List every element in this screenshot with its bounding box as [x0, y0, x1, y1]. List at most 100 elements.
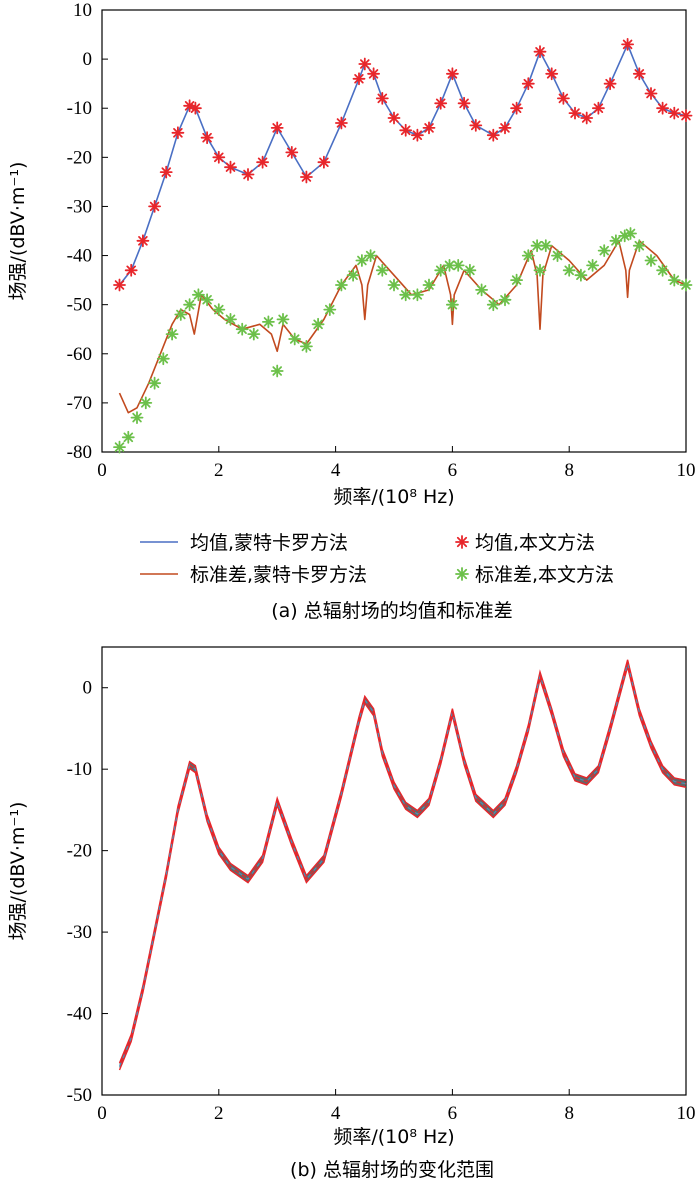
legend-label-mean-mc: 均值,蒙特卡罗方法 — [190, 532, 348, 554]
panel-b-ytick-label: -10 — [67, 759, 92, 780]
series-3-point — [498, 293, 512, 307]
series-1-point — [159, 165, 173, 179]
series-1-point — [317, 155, 331, 169]
panel-a-xtick-label: 10 — [677, 460, 696, 481]
series-3-point — [364, 249, 378, 263]
series-1-point — [580, 111, 594, 125]
series-3-point — [130, 411, 144, 425]
series-1-point — [148, 199, 162, 213]
series-3-point — [156, 352, 170, 366]
legend-label-mean-pm: 均值,本文方法 — [475, 532, 595, 554]
series-3-point — [597, 244, 611, 258]
panel-b-xtick-label: 2 — [214, 1103, 224, 1124]
series-3-point — [224, 312, 237, 326]
series-3-point — [288, 332, 302, 346]
series-1-point — [486, 128, 500, 142]
series-3-point — [539, 239, 553, 253]
series-3-point — [165, 327, 179, 341]
series-1-point — [136, 234, 150, 248]
panel-b-ylabel: 场强/(dBV·m⁻¹) — [7, 802, 29, 941]
series-3-point — [475, 283, 489, 297]
series-1-point — [469, 119, 483, 132]
series-3-point — [183, 298, 197, 312]
lower-envelope — [118, 666, 687, 1071]
series-1-point — [212, 150, 226, 164]
panel-b-xtick-label: 6 — [448, 1103, 458, 1124]
panel-a-xtick-label: 6 — [448, 460, 458, 481]
legend-star-green — [455, 567, 469, 581]
panel-a-ytick-label: -30 — [67, 196, 92, 217]
series-1-point — [521, 77, 535, 91]
series-1-point — [445, 67, 459, 81]
series-1-point — [375, 92, 389, 105]
legend-swatch-std-pm — [455, 567, 469, 581]
series-3-point — [644, 254, 658, 267]
series-line-2 — [118, 240, 687, 414]
panel-a-ytick-label: -20 — [67, 147, 92, 168]
series-1-point — [334, 116, 348, 130]
series-1-point — [603, 77, 617, 91]
series-3-point — [422, 278, 436, 292]
center-line-alt — [118, 663, 687, 1067]
series-3-point — [261, 315, 275, 329]
series-1-point — [367, 67, 381, 81]
series-1-point — [592, 101, 605, 115]
panel-a-ytick-label: -70 — [67, 393, 92, 414]
panel-a-caption: (a) 总辐射场的均值和标准差 — [271, 600, 513, 622]
series-1-point — [656, 101, 669, 115]
series-1-point — [422, 121, 436, 135]
series-1-point — [632, 67, 646, 81]
series-3-point — [270, 364, 284, 378]
panel-a-xtick-label: 0 — [97, 460, 107, 481]
series-3-point — [521, 249, 535, 263]
series-3-point — [609, 234, 623, 248]
series-3-point — [562, 263, 576, 277]
series-3-point — [445, 298, 459, 312]
series-3-point — [121, 430, 135, 444]
series-3-point — [148, 376, 162, 390]
panel-a-xlabel: 频率/(10⁸ Hz) — [333, 486, 454, 508]
panel-a-ylabel: 场强/(dBV·m⁻¹) — [7, 162, 29, 301]
series-3-point — [434, 263, 448, 277]
series-3-point — [533, 263, 547, 277]
series-1-point — [399, 123, 413, 137]
panel-b-ytick-label: 0 — [83, 678, 93, 699]
series-1-point — [256, 155, 270, 169]
panel-a-ytick-label: 0 — [83, 49, 93, 70]
panel-b-xtick-label: 4 — [331, 1103, 341, 1124]
panel-a-ytick-label: -40 — [67, 246, 92, 267]
panel-b-frame — [101, 646, 687, 1096]
series-3-point — [551, 249, 564, 263]
panel-a-frame — [101, 9, 687, 453]
series-3-point — [139, 396, 153, 410]
series-1-point — [113, 278, 126, 292]
series-1-point — [667, 106, 681, 120]
legend-swatch-mean-pm — [455, 535, 469, 549]
series-1-point — [358, 57, 372, 71]
series-1-point — [568, 106, 582, 120]
series-3-point — [276, 312, 290, 326]
series-1-point — [510, 101, 523, 115]
panel-a-ytick-label: -50 — [67, 295, 92, 316]
series-3-point — [174, 308, 188, 321]
series-1-point — [410, 128, 424, 142]
legend-label-std-pm: 标准差,本文方法 — [475, 564, 614, 586]
panel-b-xlabel: 频率/(10⁸ Hz) — [333, 1126, 454, 1148]
series-3-point — [463, 263, 477, 277]
series-1-point — [387, 111, 401, 125]
legend-star-red — [455, 535, 469, 549]
panel-a-ytick-label: -80 — [67, 442, 92, 463]
panel-a-ytick-label: -10 — [67, 98, 92, 119]
panel-a-xtick-label: 2 — [214, 460, 224, 481]
series-3-point — [299, 339, 313, 353]
series-1-point — [352, 72, 366, 86]
panel-a-xtick-label: 4 — [331, 460, 341, 481]
series-1-point — [171, 126, 185, 140]
series-3-point — [323, 303, 337, 317]
series-3-point — [191, 288, 205, 302]
series-1-point — [621, 38, 634, 51]
series-1-point — [457, 96, 471, 110]
series-1-point — [200, 131, 214, 145]
series-3-point — [574, 268, 588, 282]
series-1-point — [270, 121, 284, 135]
